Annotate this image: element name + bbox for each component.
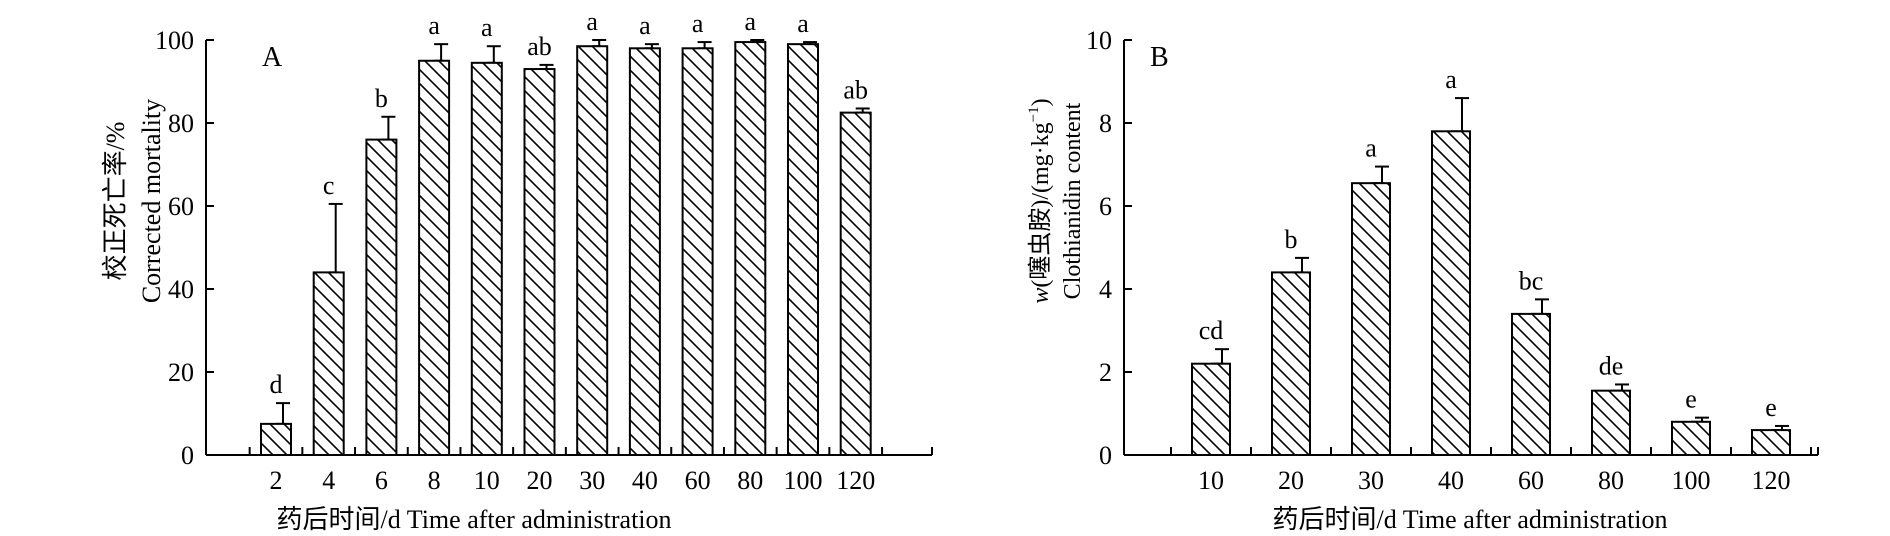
significance-label-a: a (692, 9, 704, 38)
x-tick-label-b: 20 (1278, 466, 1304, 495)
significance-label-b: e (1685, 385, 1697, 414)
bar-a-100 (787, 43, 819, 457)
panel-label-b: B (1150, 42, 1169, 73)
y-axis-label-en-a: Corrected mortality (137, 99, 166, 303)
bar-a-8 (418, 59, 451, 456)
bar-a-2 (260, 422, 292, 456)
bar-a-20 (523, 68, 556, 457)
x-tick-label-b: 60 (1518, 466, 1544, 495)
panel-label-a: A (262, 42, 283, 73)
x-tick-label-b: 40 (1438, 466, 1464, 495)
bar-b-10 (1191, 362, 1231, 457)
significance-label-a: a (797, 9, 809, 38)
bar-a-60 (681, 47, 714, 457)
bar-b-40 (1431, 130, 1471, 457)
bar-a-40 (628, 47, 661, 457)
bar-a-80 (734, 41, 767, 456)
x-tick-label-b: 120 (1752, 466, 1791, 495)
y-axis-label-cn-b: (噻虫胺)/(mg·kg (1027, 122, 1054, 287)
y-tick-label-b: 10 (1086, 26, 1112, 55)
y-tick-label-a: 80 (168, 109, 194, 138)
significance-label-b: b (1285, 225, 1298, 254)
x-tick-label-a: 20 (527, 466, 553, 495)
y-tick-label-b: 2 (1099, 358, 1112, 387)
significance-label-b: e (1765, 393, 1777, 422)
chart-panel-b: B w(噻虫胺)/(mg·kg−1) Clothianidin content … (1026, 26, 1819, 534)
chart-panel-a: A 校正死亡率/% Corrected mortality 药后时间/d Tim… (101, 7, 933, 534)
x-tick-label-a: 30 (579, 466, 605, 495)
bar-b-120 (1751, 429, 1791, 457)
bar-a-30 (576, 45, 609, 456)
y-tick-label-b: 4 (1099, 275, 1112, 304)
y-axis-label-sup-b: −1 (1026, 106, 1042, 122)
bar-b-100 (1671, 420, 1711, 456)
bar-a-120 (839, 111, 872, 456)
significance-label-b: a (1445, 65, 1457, 94)
x-tick-label-a: 100 (784, 466, 823, 495)
x-tick-label-a: 40 (632, 466, 658, 495)
x-tick-label-a: 80 (737, 466, 763, 495)
significance-label-b: cd (1199, 316, 1224, 345)
y-tick-label-b: 6 (1099, 192, 1112, 221)
y-axis-label-cn-a: 校正死亡率/% (101, 122, 130, 281)
y-tick-label-a: 0 (181, 441, 194, 470)
y-tick-label-a: 100 (155, 26, 194, 55)
x-tick-label-b: 10 (1198, 466, 1224, 495)
y-tick-label-b: 8 (1099, 109, 1112, 138)
y-tick-label-a: 40 (168, 275, 194, 304)
y-tick-label-a: 60 (168, 192, 194, 221)
y-axis-label-prefix-b: w (1028, 288, 1054, 304)
significance-label-a: a (639, 11, 651, 40)
y-tick-label-a: 20 (168, 358, 194, 387)
bar-b-80 (1591, 389, 1631, 456)
bar-a-10 (470, 61, 503, 456)
x-tick-label-b: 80 (1598, 466, 1624, 495)
significance-label-a: a (428, 11, 440, 40)
significance-label-a: ab (843, 75, 868, 104)
significance-label-a: ab (527, 32, 552, 61)
x-tick-label-b: 100 (1672, 466, 1711, 495)
x-tick-label-a: 120 (836, 466, 875, 495)
x-tick-label-b: 30 (1358, 466, 1384, 495)
x-tick-label-a: 60 (685, 466, 711, 495)
x-tick-label-a: 6 (375, 466, 388, 495)
significance-label-a: a (586, 7, 598, 36)
bar-b-30 (1351, 182, 1391, 457)
y-tick-label-b: 0 (1099, 441, 1112, 470)
significance-label-a: a (745, 7, 757, 36)
significance-label-b: a (1365, 134, 1377, 163)
significance-label-a: a (481, 13, 493, 42)
y-axis-label-en-b: Clothianidin content (1060, 102, 1086, 299)
x-tick-label-a: 2 (270, 466, 283, 495)
x-axis-label-a: 药后时间/d Time after administration (276, 505, 671, 534)
y-axis-label-b: w(噻虫胺)/(mg·kg−1) (1026, 98, 1054, 303)
significance-label-a: b (375, 84, 388, 113)
significance-label-a: d (270, 370, 283, 399)
x-tick-label-a: 4 (322, 466, 335, 495)
significance-label-b: bc (1519, 266, 1544, 295)
x-axis-label-b: 药后时间/d Time after administration (1272, 505, 1667, 534)
x-tick-label-a: 10 (474, 466, 500, 495)
significance-label-b: de (1599, 351, 1624, 380)
bar-a-4 (312, 271, 345, 456)
bar-b-20 (1271, 271, 1311, 456)
significance-label-a: c (323, 171, 335, 200)
y-axis-label-suffix-b: ) (1028, 98, 1054, 106)
bar-b-60 (1511, 312, 1551, 456)
bar-a-6 (365, 138, 398, 456)
x-tick-label-a: 8 (428, 466, 441, 495)
